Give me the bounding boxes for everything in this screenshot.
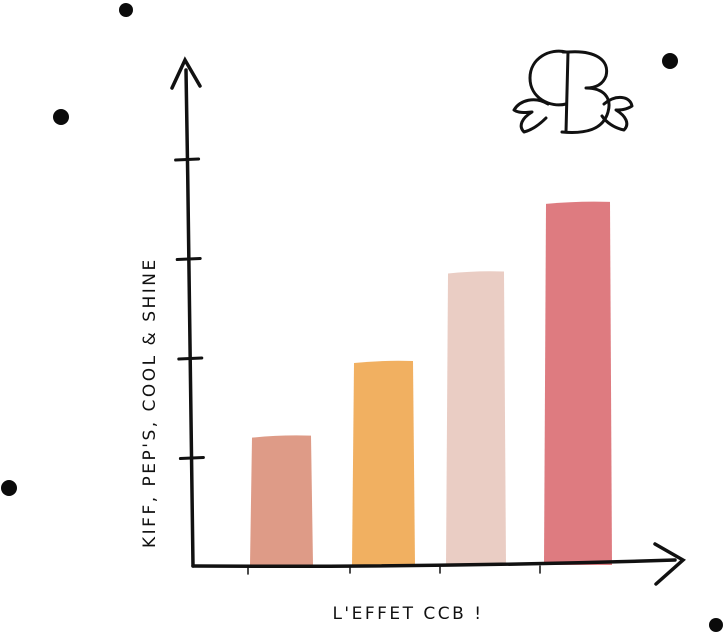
dot-top-right — [662, 53, 678, 69]
x-axis-arrow-icon — [653, 542, 686, 586]
decorative-dots — [1, 3, 723, 632]
bar — [250, 435, 313, 565]
y-tick — [177, 356, 204, 361]
y-tick — [175, 257, 202, 261]
bar — [544, 201, 612, 565]
dot-bottom-left — [1, 480, 17, 496]
x-axis-label: L'EFFET CCB ! — [332, 604, 483, 624]
bar — [352, 360, 415, 565]
bars-group — [250, 201, 612, 565]
axes — [170, 56, 686, 586]
bar — [446, 271, 506, 565]
y-tick — [174, 157, 201, 162]
y-axis-arrow-icon — [170, 56, 202, 90]
y-axis-label: KIFF, PEP'S, COOL & SHINE — [140, 257, 160, 548]
cb-winged-logo-icon — [512, 49, 634, 134]
y-ticks-group — [174, 157, 205, 460]
dot-top-left — [119, 3, 133, 17]
y-axis-line — [184, 68, 195, 568]
y-tick — [178, 456, 205, 460]
x-axis-line — [191, 558, 677, 568]
dot-left — [53, 109, 69, 125]
x-ticks-group — [247, 565, 541, 575]
dot-bottom-right — [709, 618, 723, 632]
